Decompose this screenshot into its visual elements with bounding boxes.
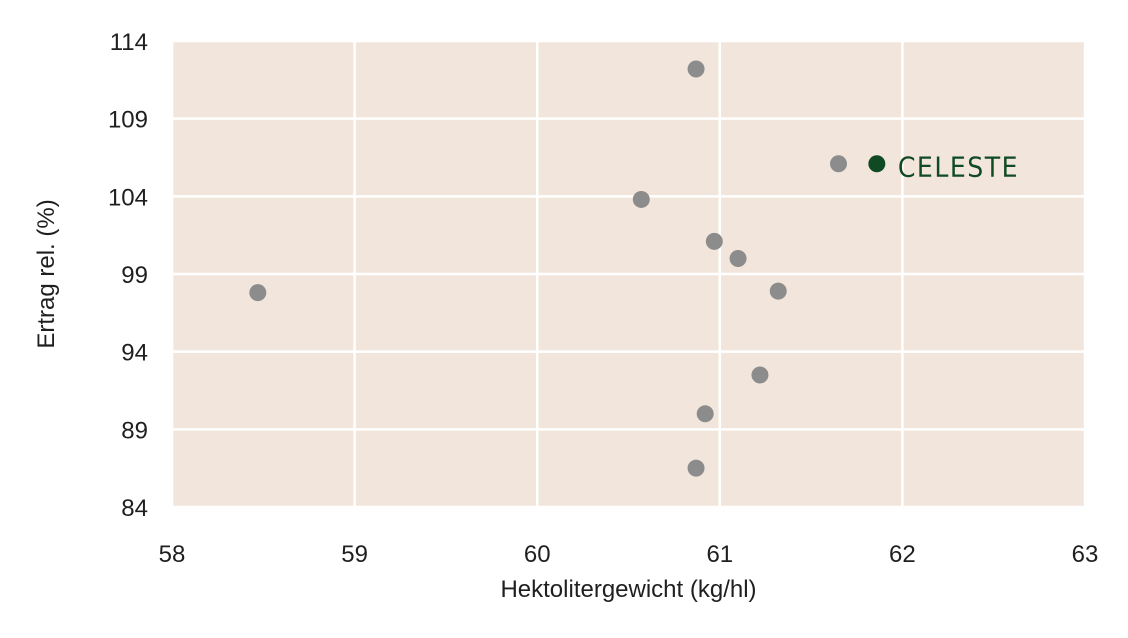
y-tick-label: 99 xyxy=(121,262,148,289)
x-tick-label: 59 xyxy=(341,541,368,568)
x-tick-label: 58 xyxy=(159,541,186,568)
data-point xyxy=(696,405,714,423)
data-point xyxy=(632,190,650,208)
x-axis-ticks: 58 59 60 61 62 63 xyxy=(159,541,1099,568)
data-point xyxy=(729,249,747,267)
y-tick-label: 104 xyxy=(108,184,148,211)
data-point xyxy=(249,284,267,302)
highlight-label: CELESTE xyxy=(898,151,1019,184)
x-tick-label: 61 xyxy=(706,541,733,568)
x-tick-label: 63 xyxy=(1072,541,1099,568)
x-tick-label: 62 xyxy=(889,541,916,568)
y-axis-ticks: 114 109 104 99 94 89 84 xyxy=(108,29,148,522)
data-point xyxy=(769,282,787,300)
y-tick-label: 109 xyxy=(108,107,148,134)
grid-lines xyxy=(170,39,1087,509)
y-tick-label: 114 xyxy=(110,29,148,56)
x-axis-label: Hektolitergewicht (kg/hl) xyxy=(500,576,756,603)
y-axis-label: Ertrag rel. (%) xyxy=(33,199,60,348)
data-point xyxy=(687,459,705,477)
data-point xyxy=(705,232,723,250)
y-tick-label: 89 xyxy=(121,417,148,444)
highlight-point xyxy=(868,155,886,173)
y-tick-label: 94 xyxy=(121,340,148,367)
data-point xyxy=(687,60,705,78)
data-point xyxy=(751,366,769,384)
data-point xyxy=(829,155,847,173)
data-points: CELESTE xyxy=(249,60,1019,477)
x-tick-label: 60 xyxy=(524,541,551,568)
y-tick-label: 84 xyxy=(121,495,148,522)
